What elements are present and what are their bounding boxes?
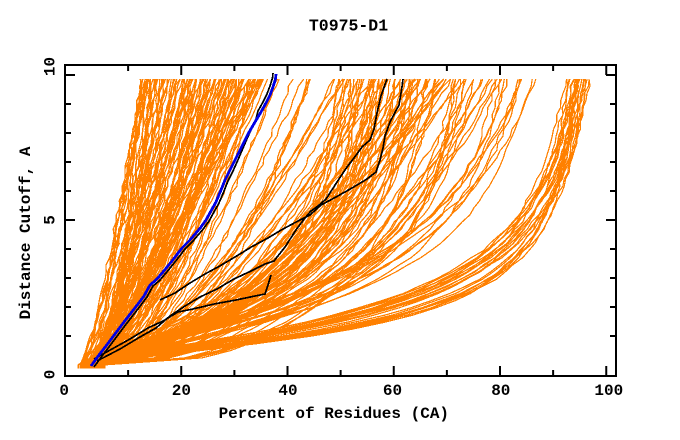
svg-text:Percent of Residues (CA): Percent of Residues (CA) [219, 405, 449, 423]
svg-text:40: 40 [278, 382, 297, 400]
svg-text:T0975-D1: T0975-D1 [309, 17, 388, 36]
svg-text:0: 0 [59, 382, 69, 400]
svg-text:100: 100 [594, 382, 623, 400]
svg-text:20: 20 [172, 382, 191, 400]
svg-text:5: 5 [42, 215, 60, 225]
svg-text:60: 60 [383, 382, 402, 400]
svg-text:Distance Cutoff, A: Distance Cutoff, A [17, 146, 35, 319]
svg-text:10: 10 [42, 57, 60, 76]
svg-text:0: 0 [42, 370, 60, 380]
svg-text:80: 80 [491, 382, 510, 400]
